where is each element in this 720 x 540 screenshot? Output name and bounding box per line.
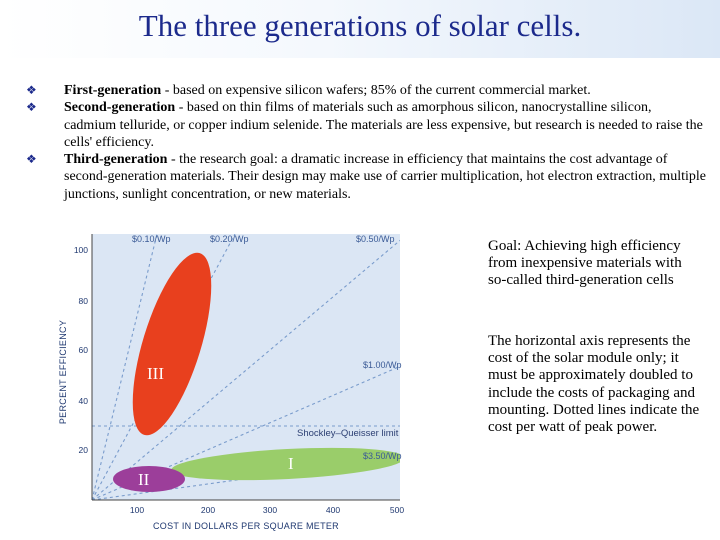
bullet-text: - based on expensive silicon wafers; 85%… <box>161 83 591 98</box>
bullet-second-generation: ❖ Second-generation - based on thin film… <box>26 99 706 151</box>
cost-label-020: $0.20/Wp <box>210 234 249 244</box>
x-tick-500: 500 <box>390 505 404 515</box>
y-tick-20: 20 <box>79 445 89 455</box>
x-tick-200: 200 <box>201 505 215 515</box>
region-first-generation <box>171 447 400 481</box>
bullet-term: Third-generation <box>64 152 168 168</box>
bullet-first-generation: ❖ First-generation - based on expensive … <box>26 82 706 99</box>
cost-line-010 <box>92 234 158 500</box>
bullet-icon: ❖ <box>26 100 37 115</box>
y-axis-label: PERCENT EFFICIENCY <box>58 320 68 424</box>
bullet-third-generation: ❖ Third-generation - the research goal: … <box>26 151 706 203</box>
x-tick-100: 100 <box>130 505 144 515</box>
region-third-generation <box>132 252 212 436</box>
bullet-term: Second-generation <box>64 100 176 116</box>
bullet-list: ❖ First-generation - based on expensive … <box>26 82 706 203</box>
bullet-icon: ❖ <box>26 83 37 97</box>
cost-label-050: $0.50/Wp <box>356 234 395 244</box>
axis-note: The horizontal axis represents the cost … <box>488 333 700 436</box>
cost-line-labels: $0.10/Wp $0.20/Wp $0.50/Wp $1.00/Wp $3.5… <box>132 234 402 461</box>
region-labels: III I II <box>138 364 294 489</box>
region-label-third: III <box>147 364 164 383</box>
shockley-queisser-label: Shockley–Queisser limit <box>297 428 399 439</box>
goal-note: Goal: Achieving high efficiency from ine… <box>488 238 682 289</box>
page-title: The three generations of solar cells. <box>138 8 582 43</box>
cost-label-010: $0.10/Wp <box>132 234 171 244</box>
cost-label-350: $3.50/Wp <box>363 451 402 461</box>
x-tick-400: 400 <box>326 505 340 515</box>
cost-label-100: $1.00/Wp <box>363 360 402 370</box>
x-tick-300: 300 <box>263 505 277 515</box>
y-tick-60: 60 <box>79 345 89 355</box>
region-second-generation <box>113 466 185 492</box>
y-tick-100: 100 <box>74 245 88 255</box>
y-tick-40: 40 <box>79 396 89 406</box>
efficiency-cost-figure: $0.10/Wp $0.20/Wp $0.50/Wp $1.00/Wp $3.5… <box>50 222 471 538</box>
header-band <box>0 0 720 58</box>
bullet-icon: ❖ <box>26 152 37 167</box>
cost-line-100 <box>92 365 400 500</box>
bullet-term: First-generation <box>64 83 162 98</box>
cost-lines <box>92 234 400 500</box>
bullet-text: - based on thin films of materials such … <box>64 100 703 150</box>
bullet-text: - the research goal: a dramatic increase… <box>64 152 706 202</box>
x-axis-label: COST IN DOLLARS PER SQUARE METER <box>153 521 339 531</box>
region-label-first: I <box>288 454 294 473</box>
region-label-second: II <box>138 470 150 489</box>
x-ticks: 100 200 300 400 500 <box>130 505 404 515</box>
y-tick-80: 80 <box>79 296 89 306</box>
y-ticks: 100 80 60 40 20 <box>74 245 88 455</box>
